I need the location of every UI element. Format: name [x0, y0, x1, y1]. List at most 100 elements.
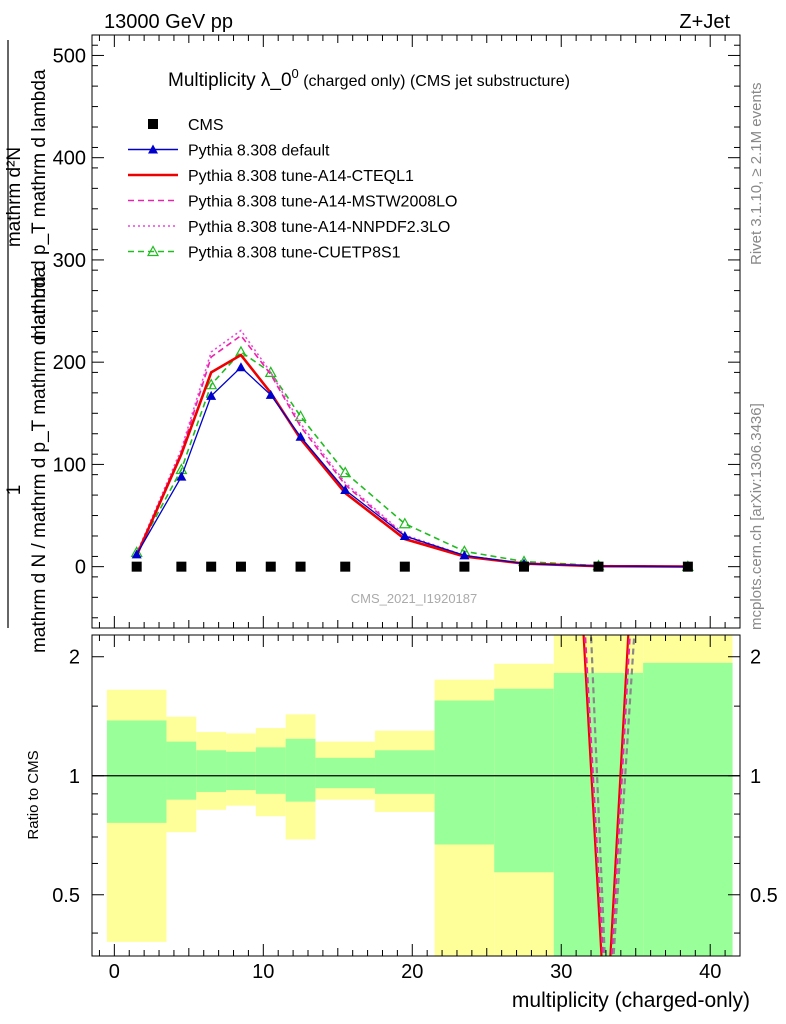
main-ytick-label: 400: [53, 148, 86, 170]
data-point: [235, 362, 246, 372]
uncertainty-band-inner: [255, 747, 286, 794]
ratio-ytick-label: 2: [69, 647, 80, 669]
ratio-ytick-label-right: 0.5: [750, 885, 778, 907]
series-line: [135, 350, 688, 568]
x-axis-label: multiplicity (charged-only): [512, 989, 750, 1012]
data-point: [235, 561, 246, 572]
legend-label: Pythia 8.308 tune-A14-NNPDF2.3LO: [188, 219, 450, 236]
ratio-plot: 0.5 0.51 12 20 10 20 30 40 Ratio to CMS multipl…: [25, 634, 778, 1012]
energy-label: 13000 GeV pp: [104, 11, 233, 33]
uncertainty-band-inner: [196, 750, 227, 792]
main-ylabel: mathrm d²N mathrm d p_T mathrm d lambda …: [4, 40, 50, 653]
data-point: [399, 530, 410, 540]
ratio-ytick-label-right: 1: [750, 766, 761, 788]
ratio-ytick-label: 0.5: [52, 885, 80, 907]
uncertainty-band-inner: [106, 720, 167, 823]
data-point: [176, 561, 187, 572]
data-point: [398, 517, 411, 529]
data-point: [339, 466, 352, 478]
uncertainty-band-inner: [494, 688, 554, 873]
watermark: CMS_2021_I1920187: [351, 591, 478, 606]
data-point: [131, 549, 142, 559]
data-point: [131, 561, 142, 572]
series-line: [135, 334, 688, 568]
data-point: [593, 561, 604, 572]
main-plot-title: Multiplicity λ_00 (charged only) (CMS je…: [168, 66, 570, 91]
title-subtitle: (charged only) (CMS jet substructure): [299, 73, 570, 90]
uncertainty-band-inner: [285, 738, 316, 802]
legend-marker: [148, 119, 158, 129]
legend-marker: [148, 144, 158, 154]
ratio-axes: 0.5 0.51 12 20 10 20 30 40: [52, 635, 778, 983]
ylabel-denominator: mathrm d N / mathrm d p_T mathrm d lambd…: [29, 267, 50, 654]
main-ytick-label: 500: [53, 45, 86, 67]
data-point: [399, 561, 410, 572]
legend-label: Pythia 8.308 tune-A14-MSTW2008LO: [188, 194, 457, 211]
xtick-label: 40: [699, 961, 721, 983]
xtick-label: 10: [252, 961, 274, 983]
xtick-label: 20: [401, 961, 423, 983]
legend-entry: Pythia 8.308 tune-A14-NNPDF2.3LO: [128, 219, 450, 236]
xtick-label: 30: [550, 961, 572, 983]
ratio-plot-frame: [91, 634, 741, 957]
uncertainty-band-inner: [434, 700, 495, 845]
series-0: [131, 561, 693, 572]
series-5: [130, 345, 694, 572]
data-point: [206, 561, 217, 572]
ratio-ytick-label: 1: [69, 766, 80, 788]
ratio-ylabel: Ratio to CMS: [25, 750, 42, 839]
legend-entry: Pythia 8.308 tune-A14-MSTW2008LO: [128, 194, 457, 211]
legend-entry: Pythia 8.308 tune-A14-CTEQL1: [128, 168, 414, 185]
legend: CMS Pythia 8.308 default Pythia 8.308 tune…: [128, 117, 457, 262]
uncertainty-band-inner: [166, 741, 197, 800]
ratio-plot-content: [92, 635, 740, 956]
series-line: [135, 329, 688, 568]
data-point: [206, 390, 217, 400]
legend-marker: [146, 245, 160, 257]
data-point: [682, 561, 693, 572]
process-label: Z+Jet: [679, 11, 730, 33]
legend-entry: CMS: [148, 117, 224, 134]
data-point: [340, 484, 351, 494]
series-line: [136, 366, 688, 568]
series-3: [135, 334, 688, 568]
legend-entry: Pythia 8.308 default: [128, 143, 330, 160]
main-ytick-label: 200: [53, 352, 86, 374]
main-ytick-label: 0: [75, 557, 86, 579]
legend-label: Pythia 8.308 default: [188, 143, 330, 160]
ratio-ytick-label-right: 2: [750, 647, 761, 669]
data-point: [265, 389, 276, 399]
data-point: [459, 561, 470, 572]
data-point: [519, 561, 529, 572]
data-point: [295, 431, 306, 441]
uncertainty-band-inner: [643, 662, 733, 956]
ylabel-bottom: mathrm d p_T mathrm d lambda: [29, 69, 50, 340]
uncertainty-band-inner: [315, 757, 376, 789]
legend-entry: Pythia 8.308 tune-CUETP8S1: [128, 245, 401, 262]
series-4: [135, 329, 688, 568]
title-superscript: 0: [292, 66, 299, 81]
data-point: [294, 410, 307, 421]
xtick-label: 0: [109, 961, 120, 983]
ylabel-top: mathrm d²N: [4, 147, 25, 247]
data-point: [340, 561, 351, 572]
rivet-label: Rivet 3.1.10, ≥ 2.1M events: [748, 83, 765, 266]
data-point: [205, 378, 218, 390]
series-1: [131, 362, 693, 571]
legend-label: Pythia 8.308 tune-A14-CTEQL1: [188, 168, 414, 185]
main-axes: 0 100 200 300 400 500: [53, 35, 741, 628]
uncertainty-band-inner: [375, 750, 435, 794]
mcplots-label: mcplots.cern.ch [arXiv:1306.3436]: [748, 403, 765, 630]
data-point: [265, 561, 276, 572]
data-point: [459, 550, 470, 560]
ylabel-numerator: 1: [4, 485, 25, 496]
legend-label: CMS: [188, 117, 224, 134]
legend-label: Pythia 8.308 tune-CUETP8S1: [188, 245, 401, 262]
title-main: Multiplicity λ_0: [168, 70, 292, 91]
main-ytick-label: 100: [53, 454, 86, 476]
main-ytick-label: 300: [53, 250, 86, 272]
data-point: [176, 471, 187, 481]
uncertainty-band-inner: [226, 751, 256, 791]
